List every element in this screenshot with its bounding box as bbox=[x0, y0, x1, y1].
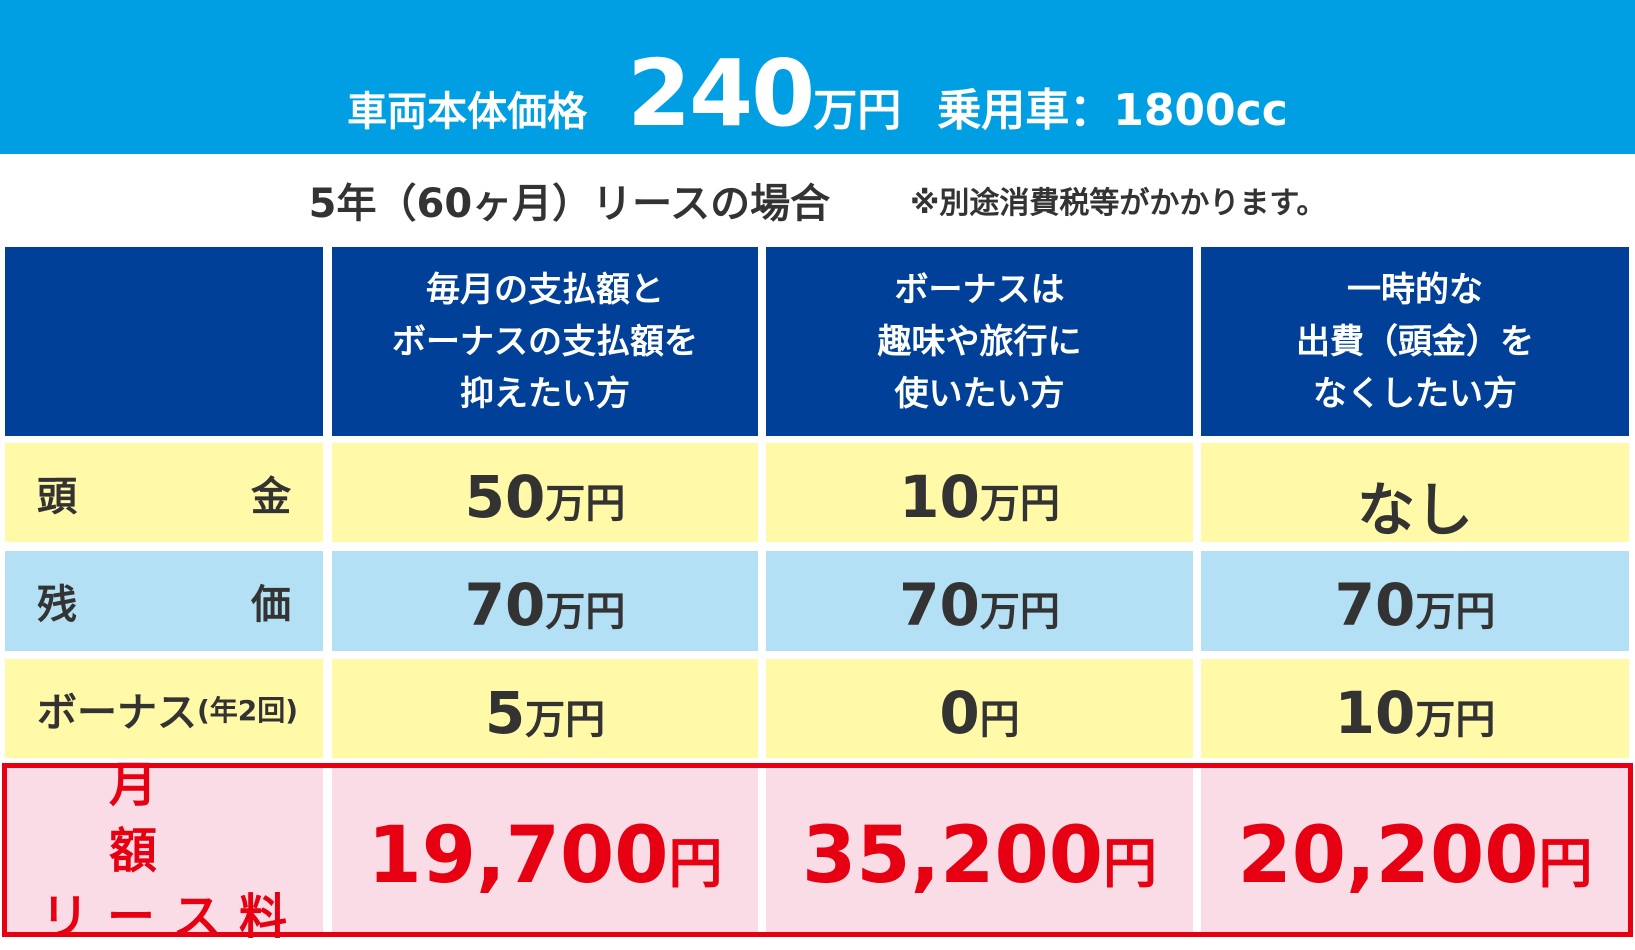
unit: 万円 bbox=[525, 697, 606, 743]
column-header-line: 抑えたい方 bbox=[460, 373, 630, 414]
column-header: 毎月の支払額と ボーナスの支払額を 抑えたい方 bbox=[332, 247, 758, 436]
cell: 5 万円 bbox=[332, 659, 758, 758]
column-header-line: 趣味や旅行に bbox=[877, 321, 1082, 362]
unit: 円 bbox=[1103, 832, 1157, 895]
header: 車両本体価格 240 万円 乗用車：1800cc bbox=[0, 0, 1635, 154]
amount: 0 bbox=[939, 679, 980, 747]
unit: 円 bbox=[668, 832, 723, 895]
unit: 円 bbox=[1538, 832, 1593, 895]
unit: 万円 bbox=[1415, 697, 1496, 743]
amount: 35,200 bbox=[802, 811, 1103, 901]
column-header: 一時的な出費（頭金）を なくしたい方 bbox=[1201, 247, 1629, 436]
cell: 70 万円 bbox=[766, 551, 1193, 651]
cell: 50 万円 bbox=[332, 443, 758, 542]
unit: 円 bbox=[979, 697, 1020, 743]
amount: 70 bbox=[1334, 571, 1416, 639]
row-label-text: ボーナス bbox=[37, 689, 197, 736]
column-header-line: ボーナスの支払額を bbox=[392, 321, 698, 362]
unit: 万円 bbox=[1415, 589, 1496, 635]
cell: 10 万円 bbox=[766, 443, 1193, 542]
cell: 10 万円 bbox=[1201, 659, 1629, 758]
total-border bbox=[2, 763, 1633, 937]
column-header-line: 使いたい方 bbox=[894, 373, 1065, 414]
row-label-sub: (年2回) bbox=[197, 693, 299, 727]
unit: 万円 bbox=[545, 481, 626, 527]
amount: 20,200 bbox=[1237, 811, 1539, 901]
column-header-line: 出費（頭金）を bbox=[1296, 321, 1534, 362]
header-price-unit: 万円 bbox=[813, 85, 902, 136]
subheader-note: ※別途消費税等がかかります。 bbox=[910, 186, 1327, 221]
subheader-title: 5年（60ヶ月）リースの場合 bbox=[308, 181, 831, 227]
unit: 万円 bbox=[979, 589, 1060, 635]
row-label: 残 価 bbox=[5, 551, 323, 651]
header-label: 車両本体価格 bbox=[347, 89, 588, 135]
amount: 70 bbox=[464, 571, 546, 639]
amount: 10 bbox=[899, 463, 980, 531]
subheader: 5年（60ヶ月）リースの場合 ※別途消費税等がかかります。 bbox=[0, 154, 1635, 246]
amount: 70 bbox=[899, 571, 980, 639]
row-label-text: 残 価 bbox=[37, 582, 291, 628]
unit: 万円 bbox=[979, 481, 1060, 527]
amount: 19,700 bbox=[367, 811, 669, 901]
column-header-line: なくしたい方 bbox=[1313, 373, 1517, 414]
amount: 10 bbox=[1334, 679, 1416, 747]
amount: なし bbox=[1356, 476, 1473, 544]
column-header: ボーナスは趣味や旅行に 使いたい方 bbox=[766, 247, 1193, 436]
cell: 70 万円 bbox=[332, 551, 758, 651]
amount: 50 bbox=[464, 463, 546, 531]
column-header-line: 一時的な bbox=[1347, 269, 1483, 310]
total-cell: 20,200 円 bbox=[1201, 766, 1629, 936]
header-corner bbox=[5, 247, 323, 436]
column-header-line: 毎月の支払額と bbox=[426, 269, 664, 310]
total-cell: 35,200 円 bbox=[766, 766, 1193, 936]
row-label-text: 頭 金 bbox=[37, 473, 291, 520]
row-label: 頭 金 bbox=[5, 443, 323, 542]
header-price: 240 bbox=[627, 40, 815, 147]
cell: なし bbox=[1201, 443, 1629, 544]
unit: 万円 bbox=[545, 589, 626, 635]
amount: 5 bbox=[484, 679, 526, 747]
total-cell: 19,700 円 bbox=[332, 766, 758, 936]
header-vehicle: 乗用車：1800cc bbox=[937, 85, 1288, 136]
row-label: ボーナス (年2回) bbox=[5, 659, 323, 758]
column-header-line: ボーナスは bbox=[894, 269, 1065, 310]
cell: 70 万円 bbox=[1201, 551, 1629, 651]
